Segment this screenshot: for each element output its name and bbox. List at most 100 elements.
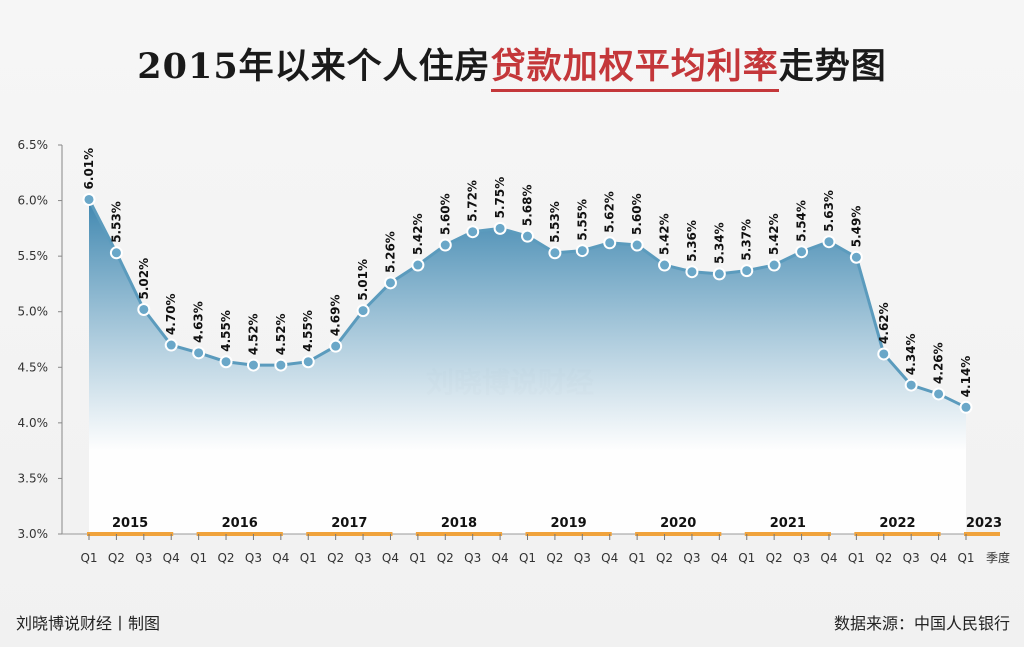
data-point bbox=[192, 346, 206, 360]
footer-credit: 刘晓博说财经丨制图 bbox=[16, 614, 161, 633]
data-point bbox=[301, 355, 315, 369]
data-point bbox=[274, 358, 288, 372]
year-label: 2021 bbox=[770, 516, 806, 531]
year-bar bbox=[635, 532, 722, 536]
x-tick-label: Q3 bbox=[574, 551, 591, 565]
data-label: 4.62% bbox=[877, 302, 891, 344]
x-tick-label: Q3 bbox=[903, 551, 920, 565]
y-tick-label: 3.0% bbox=[18, 527, 49, 541]
x-tick-label: Q2 bbox=[875, 551, 892, 565]
year-bar bbox=[87, 532, 174, 536]
year-bar bbox=[525, 532, 612, 536]
x-tick-label: Q2 bbox=[546, 551, 563, 565]
data-label: 6.01% bbox=[82, 148, 96, 190]
x-tick-label: Q3 bbox=[683, 551, 700, 565]
data-label: 4.63% bbox=[192, 301, 206, 343]
y-tick-label: 6.0% bbox=[18, 194, 49, 208]
data-point bbox=[959, 400, 973, 414]
x-tick-label: Q4 bbox=[272, 551, 289, 565]
data-label: 4.70% bbox=[164, 293, 178, 335]
data-point bbox=[329, 339, 343, 353]
title-part2: 走势图 bbox=[778, 46, 887, 87]
x-tick-label: Q3 bbox=[464, 551, 481, 565]
year-label: 2018 bbox=[441, 516, 477, 531]
data-point bbox=[767, 258, 781, 272]
data-point bbox=[493, 221, 507, 235]
x-tick-label: Q2 bbox=[766, 551, 783, 565]
data-point bbox=[630, 238, 644, 252]
year-label: 2022 bbox=[879, 516, 915, 531]
year-bar bbox=[306, 532, 393, 536]
x-tick-label: Q1 bbox=[519, 551, 536, 565]
data-label: 5.55% bbox=[575, 199, 589, 241]
data-point bbox=[466, 225, 480, 239]
data-label: 5.72% bbox=[466, 180, 480, 222]
x-tick-label: Q2 bbox=[437, 551, 454, 565]
title-part1: 2015年以来个人住房 bbox=[137, 46, 491, 87]
title-highlight: 贷款加权平均利率 bbox=[490, 46, 779, 92]
data-point bbox=[521, 229, 534, 243]
x-tick-label: Q3 bbox=[355, 551, 372, 565]
x-tick-label: Q4 bbox=[601, 551, 618, 565]
data-label: 5.02% bbox=[137, 258, 151, 300]
x-tick-label: Q1 bbox=[738, 551, 755, 565]
data-label: 5.62% bbox=[603, 191, 617, 233]
x-axis-label: 季度 bbox=[986, 550, 1010, 565]
data-label: 4.26% bbox=[932, 342, 946, 384]
data-point bbox=[356, 304, 370, 318]
chart-title: 2015年以来个人住房贷款加权平均利率走势图 bbox=[0, 38, 1024, 92]
data-label: 4.69% bbox=[329, 295, 343, 337]
data-point bbox=[904, 378, 918, 392]
x-tick-label: Q3 bbox=[245, 551, 262, 565]
data-label: 5.53% bbox=[109, 201, 123, 243]
data-point bbox=[219, 355, 233, 369]
x-tick-label: Q1 bbox=[629, 551, 646, 565]
x-tick-label: Q2 bbox=[217, 551, 234, 565]
footer-source: 数据来源：中国人民银行 bbox=[833, 614, 1010, 633]
year-label: 2016 bbox=[222, 516, 258, 531]
data-label: 5.42% bbox=[767, 213, 781, 255]
x-tick-label: Q4 bbox=[711, 551, 728, 565]
data-label: 5.49% bbox=[849, 206, 863, 248]
data-label: 5.60% bbox=[438, 193, 452, 235]
data-label: 5.68% bbox=[521, 184, 535, 226]
y-tick-label: 4.5% bbox=[18, 360, 49, 374]
data-point bbox=[822, 235, 836, 249]
year-bar bbox=[854, 532, 941, 536]
data-point bbox=[795, 245, 809, 259]
data-label: 5.01% bbox=[356, 259, 370, 301]
data-label: 4.14% bbox=[959, 356, 973, 398]
x-tick-label: Q2 bbox=[108, 551, 125, 565]
data-point bbox=[712, 267, 726, 281]
data-point bbox=[740, 264, 754, 278]
x-tick-label: Q4 bbox=[820, 551, 837, 565]
x-tick-label: Q1 bbox=[409, 551, 426, 565]
x-tick-label: Q1 bbox=[300, 551, 317, 565]
data-label: 5.26% bbox=[383, 231, 397, 273]
data-point bbox=[575, 244, 589, 258]
data-point bbox=[246, 358, 260, 372]
x-tick-label: Q3 bbox=[793, 551, 810, 565]
data-label: 5.60% bbox=[630, 193, 644, 235]
data-point bbox=[164, 338, 178, 352]
year-label: 2015 bbox=[112, 516, 148, 531]
data-point bbox=[849, 250, 863, 264]
x-tick-label: Q1 bbox=[80, 551, 97, 565]
x-tick-label: Q1 bbox=[190, 551, 207, 565]
data-point bbox=[658, 258, 672, 272]
data-point bbox=[109, 246, 123, 260]
x-tick-label: Q1 bbox=[957, 551, 974, 565]
data-point bbox=[411, 258, 425, 272]
data-label: 4.55% bbox=[301, 310, 315, 352]
data-point bbox=[383, 276, 397, 290]
y-tick-label: 3.5% bbox=[18, 471, 49, 485]
data-label: 5.54% bbox=[795, 200, 809, 242]
year-bar bbox=[964, 532, 1000, 536]
x-tick-label: Q4 bbox=[382, 551, 399, 565]
data-label: 4.52% bbox=[246, 313, 260, 355]
y-tick-label: 5.0% bbox=[18, 305, 49, 319]
data-label: 5.37% bbox=[740, 219, 754, 261]
data-point bbox=[137, 302, 151, 316]
area-fill bbox=[89, 199, 966, 534]
y-tick-label: 4.0% bbox=[18, 416, 49, 430]
